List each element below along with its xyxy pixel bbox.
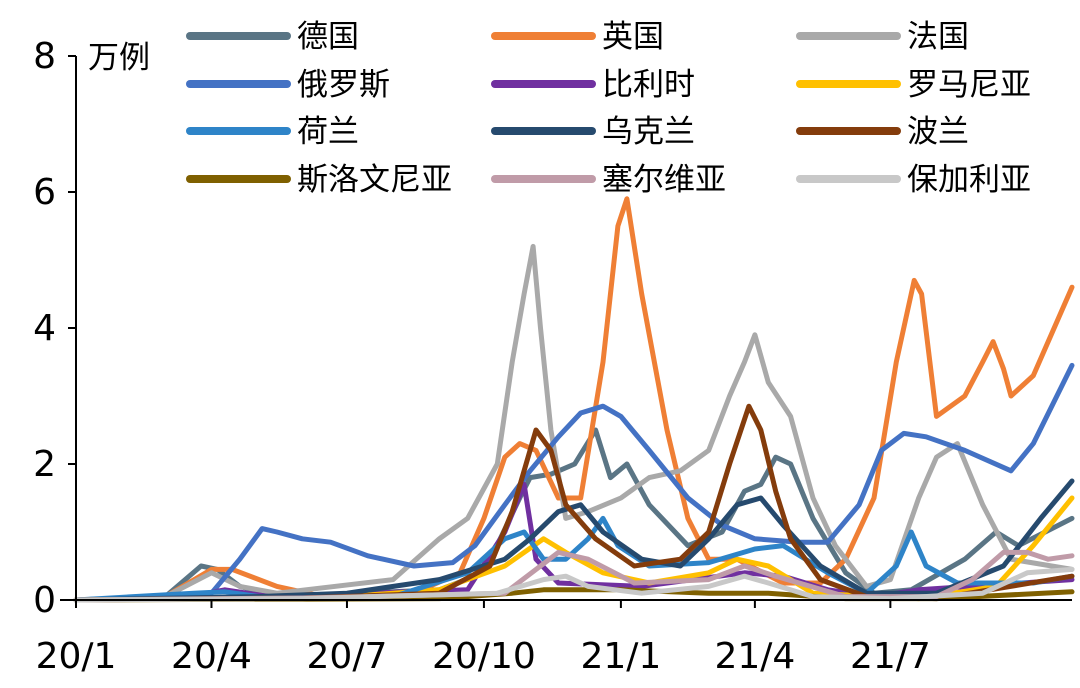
legend-label: 斯洛文尼亚 [297,162,452,198]
legend-label: 法国 [907,19,969,55]
y-tick-label: 6 [33,172,56,213]
series-line-8 [73,478,1075,603]
legend-label: 罗马尼亚 [907,67,1031,103]
series-line-9 [73,403,1075,603]
x-tick-label: 20/10 [432,636,536,677]
y-tick-label: 8 [33,36,56,77]
x-tick-label: 21/4 [714,636,795,677]
series-line-4 [73,362,1075,603]
x-tick-label: 20/7 [307,636,388,677]
legend-label: 塞尔维亚 [602,162,726,198]
legend-label: 英国 [602,19,664,55]
legend-label: 俄罗斯 [297,67,390,103]
x-tick-label: 20/4 [171,636,252,677]
y-unit-label: 万例 [88,40,150,76]
legend-label: 荷兰 [297,114,359,150]
y-tick-label: 4 [33,308,56,349]
legend-label: 比利时 [602,67,695,103]
x-tick-label: 21/7 [850,636,931,677]
x-tick-label: 21/1 [580,636,661,677]
series-layer [73,196,1075,603]
legend-label: 波兰 [907,114,969,150]
legend-label: 乌克兰 [602,114,695,150]
x-tick-label: 20/1 [36,636,117,677]
legend-label: 德国 [297,19,359,55]
series-line-2 [73,196,1075,603]
legend-label: 保加利亚 [907,162,1031,198]
series-line-12 [73,566,1075,603]
x-ticks: 20/1 20/4 20/7 20/10 21/1 21/4 21/7 [36,600,931,677]
y-tick-label: 0 [33,580,56,621]
y-tick-label: 2 [33,444,56,485]
y-ticks: 0 2 4 6 8 [33,36,76,621]
